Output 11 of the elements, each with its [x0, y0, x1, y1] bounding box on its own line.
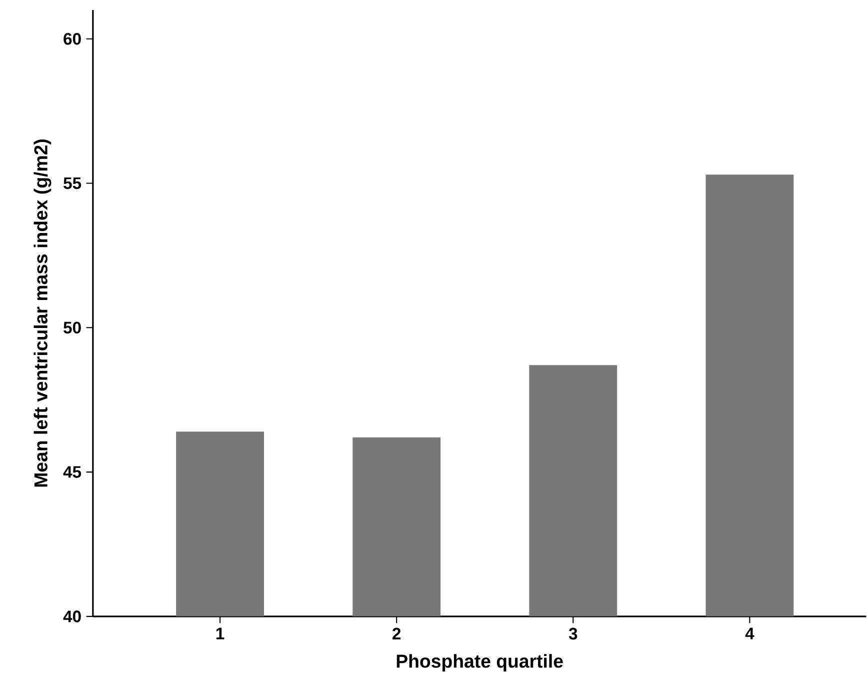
y-tick-label: 40	[63, 610, 81, 622]
x-tick-label: 2	[392, 628, 401, 640]
x-axis-title: Phosphate quartile	[396, 654, 563, 672]
x-tick-label: 3	[568, 628, 578, 640]
y-tick-label: 60	[64, 32, 81, 45]
y-axis-title: Mean left ventricular mass index (g/m2)	[34, 139, 52, 486]
x-tick-label: 4	[745, 628, 754, 640]
x-tick-label: 1	[216, 628, 224, 640]
y-tick-label: 50	[64, 322, 81, 334]
y-tick-label: 45	[63, 466, 82, 478]
y-tick-label: 55	[64, 177, 82, 189]
